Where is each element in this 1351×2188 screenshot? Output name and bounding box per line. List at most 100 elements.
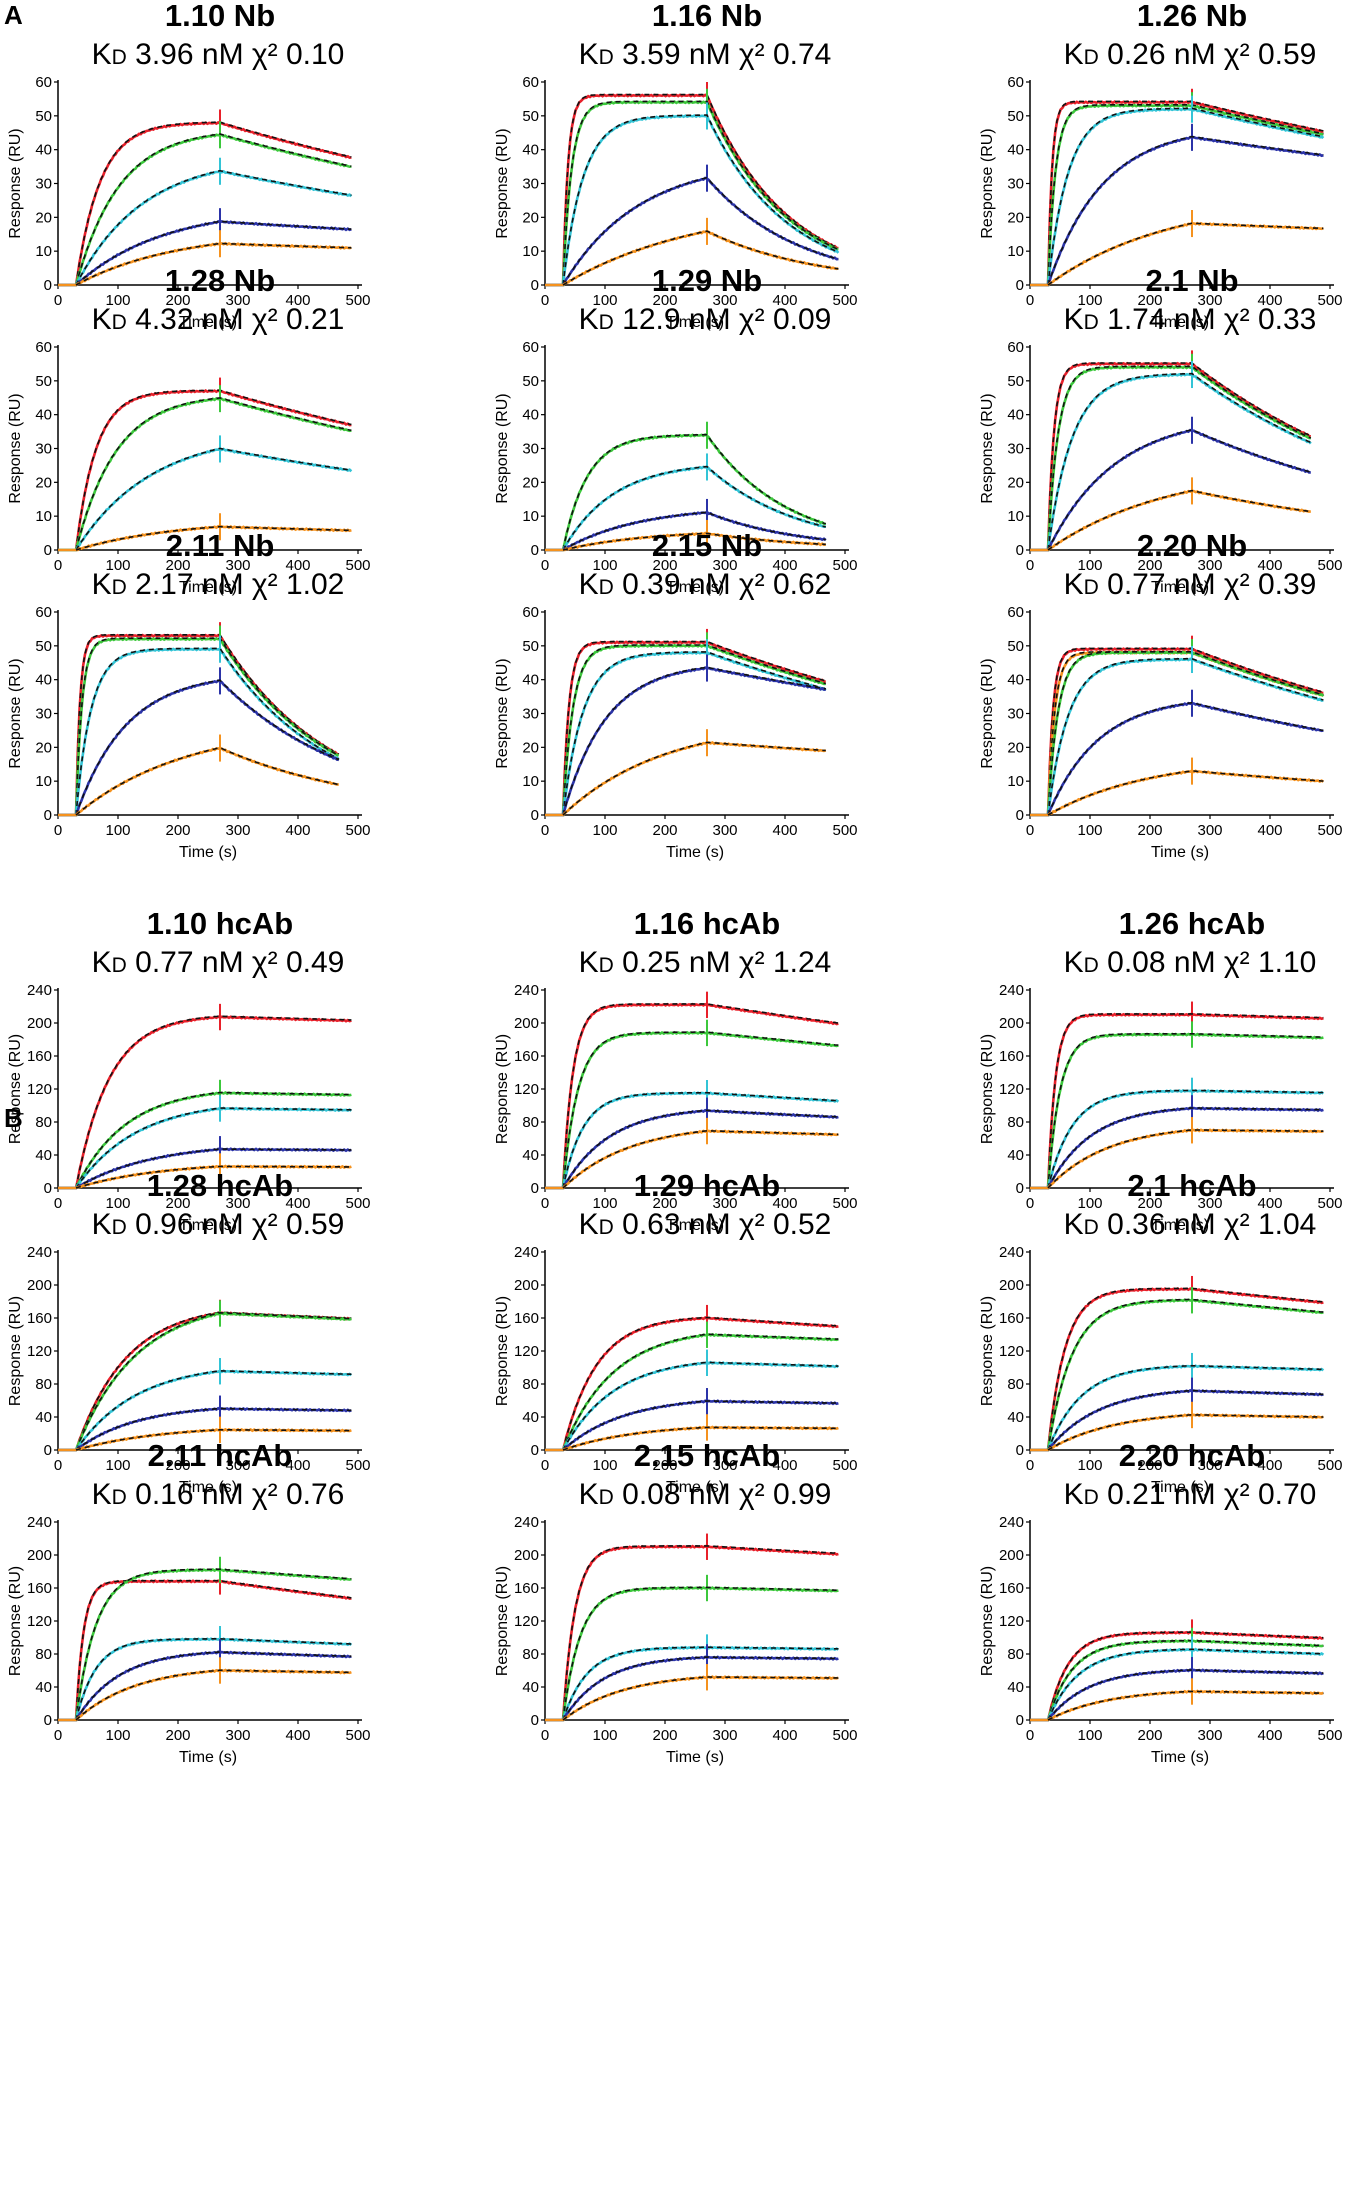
y-tick-label: 0 <box>1016 1180 1024 1197</box>
fit-curve <box>562 114 839 286</box>
sensorgram-trace <box>1030 769 1325 817</box>
fit-curve <box>562 1003 839 1189</box>
fit-curve <box>1047 365 1312 551</box>
chart-title: 1.28 hcAb <box>147 1168 293 1203</box>
chart-title: 1.26 hcAb <box>1119 906 1265 941</box>
fit-curve <box>1047 107 1324 286</box>
x-tick-label: 400 <box>772 292 797 309</box>
y-tick-label: 240 <box>514 1244 539 1261</box>
sensorgram-trace <box>545 1544 839 1722</box>
x-tick-label: 100 <box>1077 822 1102 839</box>
x-axis-label: Time (s) <box>179 1749 237 1766</box>
fit-curve <box>562 465 827 551</box>
sensorgram-trace <box>545 1585 839 1722</box>
x-tick-label: 300 <box>225 557 250 574</box>
x-tick-label: 400 <box>285 557 310 574</box>
y-tick-label: 200 <box>27 1015 52 1032</box>
x-tick-label: 300 <box>225 1457 250 1474</box>
fit-curve <box>1047 650 1324 816</box>
kd-label: KD 0.26 nM χ² 0.59 <box>1064 38 1317 71</box>
fit-curve <box>1047 1389 1324 1451</box>
sensorgram-trace <box>1030 1668 1324 1722</box>
x-tick-label: 400 <box>285 292 310 309</box>
y-tick-label: 20 <box>1007 209 1024 226</box>
fit-curve <box>75 1015 352 1189</box>
x-tick-label: 0 <box>541 292 549 309</box>
y-tick-label: 20 <box>35 739 52 756</box>
x-tick-label: 300 <box>1197 557 1222 574</box>
x-tick-label: 300 <box>225 1727 250 1744</box>
y-tick-label: 30 <box>522 441 539 458</box>
x-tick-label: 500 <box>345 1727 370 1744</box>
sensorgram-trace <box>545 650 827 817</box>
y-tick-label: 200 <box>999 1547 1024 1564</box>
x-tick-label: 400 <box>772 1457 797 1474</box>
y-tick-label: 120 <box>999 1613 1024 1630</box>
y-axis-label: Response (RU) <box>7 128 24 238</box>
y-tick-label: 40 <box>522 142 539 159</box>
y-tick-label: 0 <box>44 277 52 294</box>
x-tick-label: 300 <box>225 292 250 309</box>
y-axis-label: Response (RU) <box>7 1566 24 1676</box>
x-tick-label: 0 <box>541 822 549 839</box>
fit-curve <box>562 1130 839 1189</box>
x-tick-label: 500 <box>1317 1457 1342 1474</box>
fit-curve <box>75 447 352 551</box>
chart-title: 1.16 hcAb <box>634 906 780 941</box>
y-tick-label: 40 <box>522 1409 539 1426</box>
x-tick-label: 100 <box>1077 557 1102 574</box>
x-axis-label: Time (s) <box>1151 314 1209 331</box>
x-tick-label: 500 <box>345 1195 370 1212</box>
kd-label: KD 4.32 nM χ² 0.21 <box>92 303 345 336</box>
y-tick-label: 20 <box>522 209 539 226</box>
x-tick-label: 0 <box>1026 292 1034 309</box>
x-tick-label: 100 <box>592 1195 617 1212</box>
x-tick-label: 500 <box>345 292 370 309</box>
y-axis-label: Response (RU) <box>494 1566 511 1676</box>
fit-curve <box>75 220 352 286</box>
fit-curve <box>562 511 826 551</box>
y-tick-label: 20 <box>35 209 52 226</box>
fit-curve <box>75 746 339 816</box>
x-tick-label: 0 <box>54 292 62 309</box>
y-tick-label: 240 <box>514 1514 539 1531</box>
y-tick-label: 0 <box>531 807 539 824</box>
x-tick-label: 300 <box>712 1727 737 1744</box>
fit-curve <box>1047 135 1324 286</box>
fit-curve <box>562 640 827 816</box>
chart-panel: 1.26 Nb KD 0.26 nM χ² 0.59 0 10 20 30 40 50 60 0 1… <box>979 0 1343 331</box>
x-tick-label: 100 <box>105 292 130 309</box>
fit-curve <box>1047 657 1324 816</box>
x-tick-label: 400 <box>1257 292 1282 309</box>
fit-curve <box>1047 1648 1324 1721</box>
fit-curve <box>1047 1298 1324 1451</box>
x-tick-label: 400 <box>1257 1727 1282 1744</box>
x-tick-label: 200 <box>1137 557 1162 574</box>
x-axis-label: Time (s) <box>179 1479 237 1496</box>
x-tick-label: 500 <box>1317 1195 1342 1212</box>
chart-title: 2.1 hcAb <box>1127 1168 1256 1203</box>
sensorgram-trace <box>1030 650 1324 817</box>
chart-title: 2.15 Nb <box>652 528 762 563</box>
x-axis-label: Time (s) <box>666 844 724 861</box>
x-tick-label: 200 <box>165 292 190 309</box>
y-tick-label: 50 <box>1007 373 1024 390</box>
fit-curve <box>562 1586 839 1721</box>
y-tick-label: 0 <box>1016 1442 1024 1459</box>
x-tick-label: 100 <box>105 1195 130 1212</box>
y-tick-label: 20 <box>35 474 52 491</box>
y-tick-label: 30 <box>35 176 52 193</box>
y-tick-label: 20 <box>522 474 539 491</box>
sensorgram-trace <box>1030 1689 1324 1722</box>
y-tick-label: 120 <box>514 1081 539 1098</box>
x-tick-label: 0 <box>541 1195 549 1212</box>
kd-label: KD 0.08 nM χ² 1.10 <box>1064 946 1317 979</box>
x-tick-label: 400 <box>1257 557 1282 574</box>
sensorgram-trace <box>1030 372 1312 552</box>
x-tick-label: 200 <box>165 822 190 839</box>
chart-title: 1.26 Nb <box>1137 0 1247 33</box>
x-tick-label: 200 <box>165 1457 190 1474</box>
y-tick-label: 240 <box>999 1244 1024 1261</box>
y-tick-label: 0 <box>44 1442 52 1459</box>
